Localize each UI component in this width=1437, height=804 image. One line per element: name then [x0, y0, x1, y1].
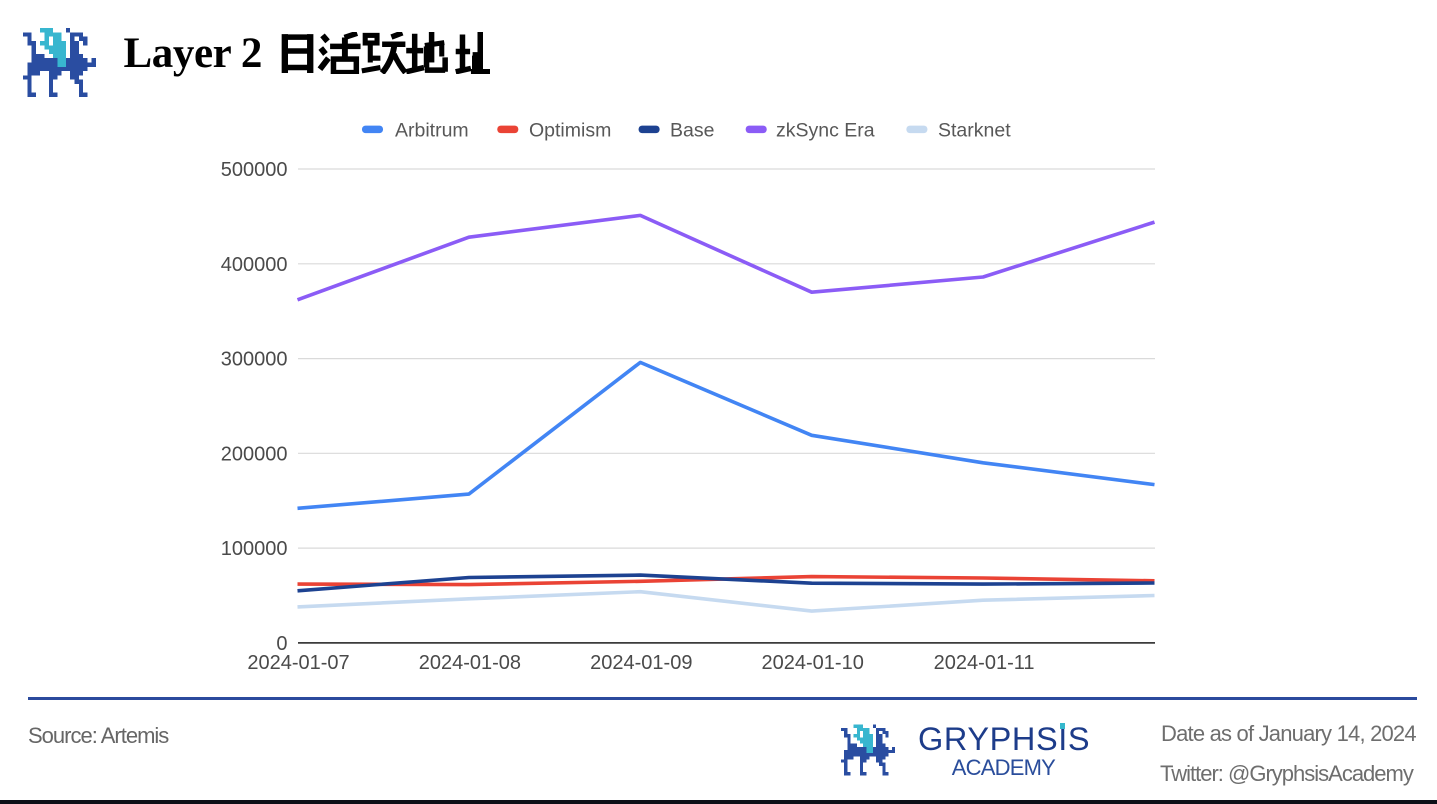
svg-text:2024-01-07: 2024-01-07	[247, 652, 349, 674]
svg-text:Base: Base	[670, 119, 714, 141]
svg-text:Optimism: Optimism	[529, 119, 611, 141]
svg-text:2024-01-09: 2024-01-09	[590, 652, 692, 674]
svg-text:2024-01-11: 2024-01-11	[934, 652, 1035, 674]
svg-text:500000: 500000	[221, 159, 288, 181]
svg-text:200000: 200000	[221, 443, 288, 465]
svg-text:zkSync Era: zkSync Era	[776, 119, 875, 141]
svg-text:100000: 100000	[221, 538, 288, 560]
svg-text:Starknet: Starknet	[938, 119, 1011, 141]
svg-text:0: 0	[276, 633, 287, 655]
svg-text:400000: 400000	[221, 254, 288, 276]
svg-text:Arbitrum: Arbitrum	[395, 119, 469, 141]
svg-text:2024-01-08: 2024-01-08	[419, 652, 521, 674]
svg-text:2024-01-10: 2024-01-10	[762, 652, 864, 674]
svg-text:300000: 300000	[221, 349, 288, 371]
